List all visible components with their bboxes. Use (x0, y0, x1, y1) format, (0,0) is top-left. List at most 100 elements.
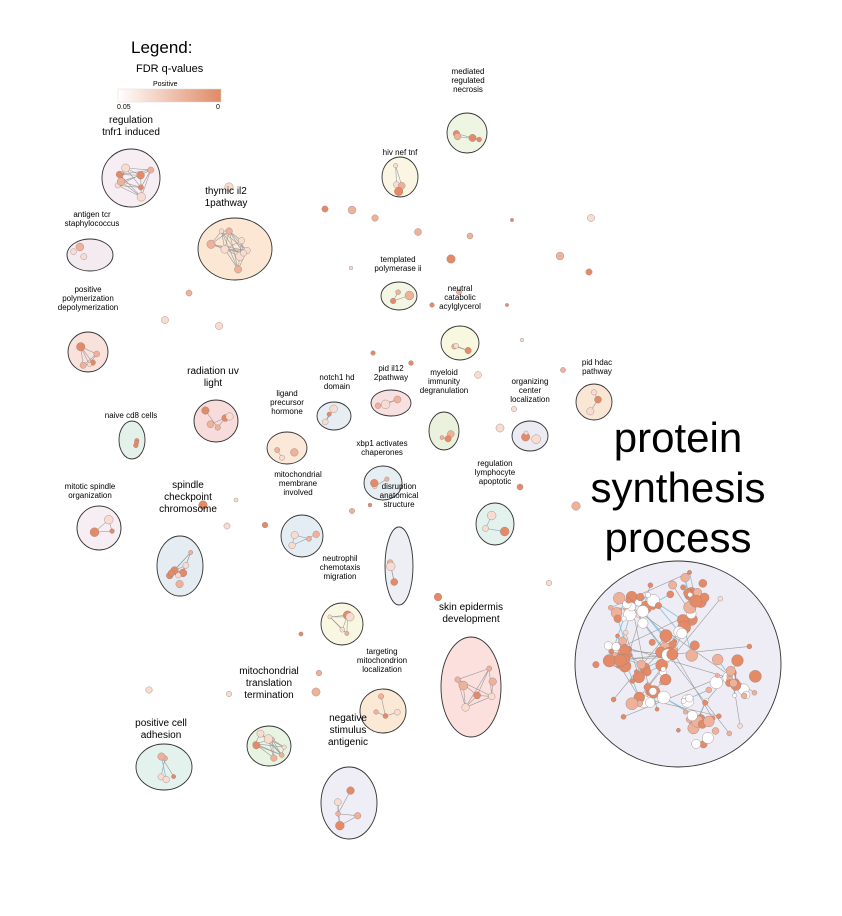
gene-set-node[interactable] (680, 584, 686, 591)
singleton-node[interactable] (408, 360, 414, 366)
gene-set-node[interactable] (374, 402, 382, 409)
singleton-node[interactable] (446, 254, 456, 264)
gene-set-node[interactable] (218, 228, 224, 234)
gene-set-node[interactable] (655, 602, 662, 610)
gene-set-node[interactable] (279, 752, 285, 758)
gene-set-node[interactable] (225, 227, 233, 235)
singleton-node[interactable] (145, 686, 153, 694)
gene-set-node[interactable] (613, 653, 627, 667)
cluster-pid-il12-2pathway[interactable] (370, 389, 412, 417)
gene-set-node[interactable] (80, 253, 88, 260)
cluster-pid-hdac-pathway[interactable] (575, 383, 613, 421)
cluster-regulation-lymphocyte-apoptotic[interactable] (475, 502, 515, 546)
cluster-positive-cell-adhesion[interactable] (135, 743, 193, 791)
gene-set-node[interactable] (698, 579, 708, 588)
gene-set-node[interactable] (288, 541, 296, 549)
gene-set-node[interactable] (751, 690, 758, 696)
gene-set-node[interactable] (615, 633, 620, 639)
gene-set-node[interactable] (680, 698, 687, 704)
gene-set-node[interactable] (716, 713, 722, 719)
gene-set-node[interactable] (473, 691, 481, 700)
singleton-node[interactable] (466, 232, 474, 240)
cluster-mediated-regulated-necrosis[interactable] (446, 112, 488, 154)
gene-set-node[interactable] (206, 239, 216, 249)
gene-set-node[interactable] (685, 694, 694, 703)
gene-set-node[interactable] (610, 696, 617, 703)
gene-set-node[interactable] (666, 590, 675, 599)
gene-set-node[interactable] (171, 774, 176, 779)
gene-set-node[interactable] (676, 727, 681, 733)
gene-set-node[interactable] (279, 454, 285, 461)
gene-set-node[interactable] (657, 690, 671, 705)
gene-set-node[interactable] (687, 570, 692, 575)
gene-set-node[interactable] (613, 614, 622, 623)
gene-set-node[interactable] (461, 703, 470, 712)
gene-set-node[interactable] (648, 687, 658, 696)
gene-set-node[interactable] (370, 479, 379, 488)
gene-set-node[interactable] (682, 709, 688, 715)
gene-set-node[interactable] (354, 812, 362, 820)
gene-set-node[interactable] (488, 692, 496, 701)
gene-set-node[interactable] (729, 678, 738, 688)
gene-set-node[interactable] (329, 404, 338, 413)
gene-set-node[interactable] (482, 525, 489, 532)
gene-set-node[interactable] (634, 669, 639, 675)
singleton-node[interactable] (367, 502, 373, 508)
singleton-node[interactable] (474, 371, 482, 379)
gene-set-node[interactable] (306, 535, 312, 542)
gene-set-node[interactable] (732, 693, 737, 698)
gene-set-node[interactable] (175, 572, 182, 579)
gene-set-node[interactable] (188, 550, 194, 555)
gene-set-node[interactable] (741, 692, 748, 699)
gene-set-node[interactable] (335, 821, 345, 831)
gene-set-node[interactable] (136, 171, 145, 180)
gene-set-node[interactable] (636, 659, 646, 670)
cluster-naive-cd8-cells[interactable] (118, 420, 146, 460)
cluster-positive-polymerization-depolymerization[interactable] (67, 331, 109, 373)
gene-set-node[interactable] (464, 347, 472, 354)
gene-set-node[interactable] (592, 661, 600, 669)
cluster-thymic-il2-1pathway[interactable] (197, 217, 273, 281)
gene-set-node[interactable] (636, 605, 649, 618)
gene-set-node[interactable] (138, 184, 144, 191)
gene-set-node[interactable] (591, 389, 598, 396)
gene-set-node[interactable] (444, 435, 452, 443)
gene-set-node[interactable] (240, 249, 247, 257)
gene-set-node[interactable] (703, 715, 715, 728)
gene-set-node[interactable] (312, 530, 320, 538)
gene-set-node[interactable] (378, 693, 385, 700)
singleton-node[interactable] (315, 669, 323, 677)
gene-set-node[interactable] (632, 671, 645, 684)
gene-set-node[interactable] (109, 528, 115, 534)
gene-set-node[interactable] (660, 666, 667, 672)
gene-set-node[interactable] (686, 710, 698, 722)
singleton-node[interactable] (198, 500, 208, 510)
singleton-node[interactable] (414, 228, 422, 236)
cluster-spindle-checkpoint-chromosome[interactable] (156, 535, 204, 597)
gene-set-node[interactable] (625, 697, 639, 711)
gene-set-node[interactable] (468, 134, 477, 142)
gene-set-node[interactable] (175, 580, 184, 589)
cluster-targeting-mitochondrion-localization[interactable] (359, 688, 407, 734)
cluster-organizing-center-localization[interactable] (511, 420, 549, 452)
gene-set-node[interactable] (380, 399, 391, 410)
gene-set-node[interactable] (689, 594, 703, 608)
gene-set-node[interactable] (346, 786, 355, 795)
singleton-node[interactable] (585, 268, 593, 276)
gene-set-node[interactable] (104, 515, 114, 525)
gene-set-node[interactable] (659, 673, 672, 686)
gene-set-node[interactable] (454, 676, 461, 683)
cluster-mitochondrial-membrane-involved[interactable] (280, 514, 324, 558)
singleton-node[interactable] (571, 501, 581, 511)
gene-set-node[interactable] (136, 192, 146, 202)
gene-set-node[interactable] (182, 562, 190, 569)
gene-set-node[interactable] (476, 136, 482, 143)
gene-set-node[interactable] (439, 435, 445, 440)
gene-set-node[interactable] (500, 526, 510, 537)
gene-set-node[interactable] (685, 649, 698, 662)
gene-set-node[interactable] (147, 166, 155, 174)
gene-set-node[interactable] (394, 708, 401, 716)
singleton-node[interactable] (495, 423, 505, 433)
gene-set-node[interactable] (709, 676, 723, 689)
gene-set-node[interactable] (731, 654, 744, 667)
